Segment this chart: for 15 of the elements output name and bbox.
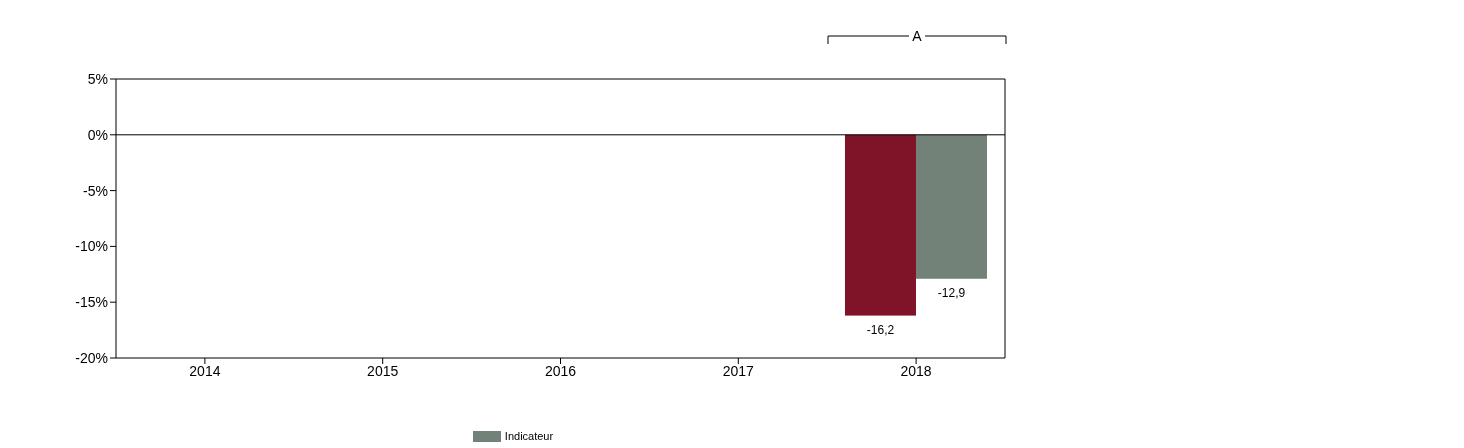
x-tick-label: 2017 [722,362,755,379]
data-label: -12,9 [937,285,966,300]
data-label: -16,2 [866,322,895,337]
x-tick-label: 2018 [900,362,932,379]
legend-label: Indicateur [504,430,554,442]
y-tick-label: 5% [87,70,108,87]
text: A [912,28,923,44]
x-tick-label: 2015 [367,362,399,379]
y-tick-label: -20% [75,349,108,366]
x-tick-label: 2014 [189,362,221,379]
y-tick-label: 0% [87,126,108,143]
y-tick-label: -15% [75,294,108,311]
y-tick-label: -5% [83,182,108,199]
y-tick-label: -10% [75,238,108,255]
x-tick-label: 2016 [544,362,577,379]
